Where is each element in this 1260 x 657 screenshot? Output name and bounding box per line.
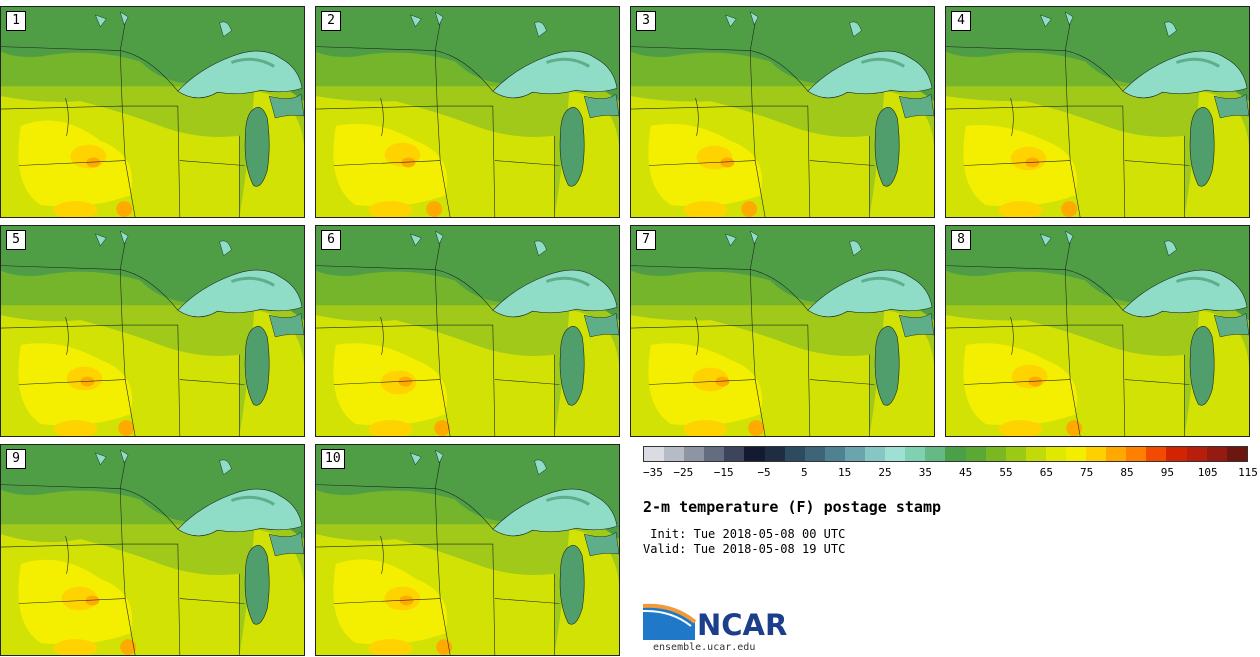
colorbar-tick-label: 5 <box>801 466 808 479</box>
member-number-label: 5 <box>6 230 26 250</box>
colorbar-segment <box>1005 447 1026 461</box>
member-number-label: 10 <box>321 449 345 469</box>
valid-value: Tue 2018-05-08 19 UTC <box>693 542 846 556</box>
member-number-label: 9 <box>6 449 26 469</box>
init-label: Init: <box>643 527 687 541</box>
member-number-label: 2 <box>321 11 341 31</box>
colorbar-segment <box>784 447 805 461</box>
colorbar-segment <box>704 447 725 461</box>
colorbar-tick-label: −5 <box>757 466 771 479</box>
ncar-logo-text: NCAR <box>697 608 788 642</box>
valid-time: Valid: Tue 2018-05-08 19 UTC <box>643 542 845 556</box>
colorbar-segment <box>1226 447 1247 461</box>
colorbar-segment <box>804 447 825 461</box>
temperature-map <box>316 7 619 217</box>
colorbar-segment <box>724 447 745 461</box>
temperature-map <box>631 226 934 436</box>
colorbar-segment <box>1025 447 1046 461</box>
colorbar-segment <box>1146 447 1167 461</box>
colorbar-segment <box>644 447 665 461</box>
valid-label: Valid: <box>643 542 687 556</box>
colorbar-tick-label: 35 <box>918 466 932 479</box>
colorbar-tick-label: 25 <box>878 466 892 479</box>
ensemble-member-panel: 4 <box>945 6 1250 218</box>
ensemble-member-panel: 1 <box>0 6 305 218</box>
temperature-map <box>316 226 619 436</box>
temperature-map <box>631 7 934 217</box>
colorbar-segment <box>1206 447 1227 461</box>
colorbar-segment <box>905 447 926 461</box>
colorbar-segment <box>664 447 685 461</box>
colorbar-tick-label: 85 <box>1120 466 1134 479</box>
colorbar-tick-label: 115 <box>1238 466 1258 479</box>
colorbar-segment <box>1086 447 1107 461</box>
colorbar-tick-label: 105 <box>1197 466 1218 479</box>
colorbar-segment <box>844 447 866 461</box>
colorbar-segment <box>1186 447 1207 461</box>
temperature-map <box>1 445 304 655</box>
temperature-map <box>1 226 304 436</box>
colorbar-tick-label: 95 <box>1160 466 1174 479</box>
colorbar-tick-labels: −35 −25 −15 −5 5 15 25 35 45 55 65 75 85 95 105 115 <box>643 466 1258 482</box>
ensemble-member-panel: 8 <box>945 225 1250 437</box>
ensemble-member-panel: 7 <box>630 225 935 437</box>
colorbar-tick-label: −25 <box>673 466 694 479</box>
product-title: 2-m temperature (F) postage stamp <box>643 498 942 516</box>
colorbar-segment <box>764 447 785 461</box>
ensemble-member-panel: 3 <box>630 6 935 218</box>
ensemble-member-panel: 2 <box>315 6 620 218</box>
colorbar-tick-label: 65 <box>1039 466 1053 479</box>
colorbar-tick-label: 45 <box>959 466 973 479</box>
colorbar-segment <box>684 447 705 461</box>
init-value: Tue 2018-05-08 00 UTC <box>693 527 846 541</box>
member-number-label: 6 <box>321 230 341 250</box>
colorbar-tick-label: 15 <box>838 466 852 479</box>
colorbar-segment <box>1106 447 1127 461</box>
member-number-label: 3 <box>636 11 656 31</box>
colorbar-segment <box>1166 447 1187 461</box>
ncar-arc-logo-icon <box>643 603 697 640</box>
ensemble-member-panel: 9 <box>0 444 305 656</box>
member-number-label: 4 <box>951 11 971 31</box>
colorbar-segment <box>1065 447 1087 461</box>
member-number-label: 8 <box>951 230 971 250</box>
colorbar-segment <box>824 447 845 461</box>
colorbar-tick-label: −35 <box>643 466 663 479</box>
colorbar-segment <box>965 447 986 461</box>
colorbar-tick-label: 75 <box>1080 466 1094 479</box>
temperature-map <box>1 7 304 217</box>
ensemble-member-panel: 10 <box>315 444 620 656</box>
colorbar-segment <box>1126 447 1147 461</box>
colorbar-segment <box>945 447 966 461</box>
colorbar-segment <box>865 447 886 461</box>
member-number-label: 1 <box>6 11 26 31</box>
ensemble-member-panel: 6 <box>315 225 620 437</box>
colorbar-segment <box>1045 447 1066 461</box>
colorbar-tick-label: −15 <box>713 466 734 479</box>
temperature-map <box>316 445 619 655</box>
colorbar-segment <box>925 447 946 461</box>
init-time: Init: Tue 2018-05-08 00 UTC <box>643 527 845 541</box>
temperature-colorbar <box>643 446 1248 462</box>
colorbar-tick-label: 55 <box>999 466 1013 479</box>
temperature-map <box>946 7 1249 217</box>
member-number-label: 7 <box>636 230 656 250</box>
colorbar-segment <box>744 447 765 461</box>
colorbar-segment <box>885 447 906 461</box>
ensemble-member-panel: 5 <box>0 225 305 437</box>
ensemble-url: ensemble.ucar.edu <box>653 642 756 653</box>
colorbar-segment <box>985 447 1006 461</box>
temperature-map <box>946 226 1249 436</box>
